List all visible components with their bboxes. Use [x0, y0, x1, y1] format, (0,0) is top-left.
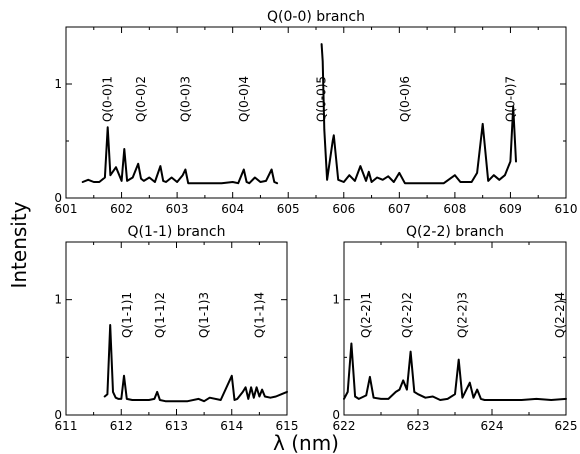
x-tick-label: 609	[499, 202, 522, 216]
y-tick-label: 0	[54, 191, 62, 205]
line-annotation: Q(2-2)3	[455, 292, 469, 338]
x-tick-label: 611	[55, 419, 78, 433]
line-annotation: Q(0-0)1	[101, 76, 115, 122]
x-tick-label: 625	[555, 419, 578, 433]
line-annotation: Q(1-1)2	[153, 292, 167, 338]
line-annotation: Q(1-1)4	[252, 292, 266, 338]
x-tick-label: 605	[277, 202, 300, 216]
spectrum-trace	[320, 43, 517, 185]
x-tick-label: 614	[220, 419, 243, 433]
panel-title: Q(2-2) branch	[406, 224, 504, 240]
line-annotation: Q(1-1)3	[197, 292, 211, 338]
x-tick-label: 612	[110, 419, 133, 433]
line-annotation: Q(2-2)2	[400, 292, 414, 338]
y-tick-label: 1	[54, 293, 62, 307]
y-tick-label: 0	[332, 408, 340, 422]
line-annotation: Q(0-0)3	[178, 76, 192, 122]
line-annotation: Q(0-0)6	[398, 76, 412, 122]
x-tick-label: 602	[110, 202, 133, 216]
x-tick-label: 615	[276, 419, 299, 433]
x-axis-label: λ (nm)	[273, 431, 339, 454]
x-tick-label: 604	[221, 202, 244, 216]
line-annotation: Q(0-0)4	[237, 76, 251, 122]
line-annotation: Q(2-2)4	[553, 292, 567, 338]
x-tick-label: 606	[332, 202, 355, 216]
x-tick-label: 607	[388, 202, 411, 216]
line-annotation: Q(0-0)2	[134, 76, 148, 122]
panel-q00: Q(0-0) branch 601 602 603 604 605 606 607 608 609…	[54, 9, 577, 216]
x-tick-label: 622	[333, 419, 356, 433]
x-tick-label: 610	[555, 202, 578, 216]
line-annotation: Q(2-2)1	[359, 292, 373, 338]
line-annotation: Q(0-0)7	[503, 76, 517, 122]
x-tick-label: 608	[443, 202, 466, 216]
x-tick-label: 601	[55, 202, 78, 216]
chart-panels: Q(0-0) branch 601 602 603 604 605 606 607 608 609…	[54, 9, 577, 433]
y-tick-label: 1	[332, 293, 340, 307]
line-annotation: Q(1-1)1	[120, 292, 134, 338]
x-tick-label: 624	[481, 419, 504, 433]
x-tick-label: 603	[166, 202, 189, 216]
spectrum-trace	[103, 324, 288, 403]
spectrum-trace	[343, 342, 567, 401]
y-axis-label: Intensity	[7, 201, 31, 288]
y-tick-label: 0	[54, 408, 62, 422]
line-annotation: Q(0-0)5	[315, 76, 329, 122]
y-tick-label: 1	[54, 77, 62, 91]
panel-q22: Q(2-2) branch 622 623 624 625 0 1 Q(2-2)1 Q(2-2)…	[332, 224, 577, 433]
spectrum-trace	[81, 126, 279, 185]
x-tick-label: 623	[407, 419, 430, 433]
panel-q11: Q(1-1) branch 611 612 613 614 615 0 1 Q(1-1)1 Q(1…	[54, 224, 298, 433]
panel-title: Q(1-1) branch	[128, 224, 226, 240]
x-tick-label: 613	[165, 419, 188, 433]
panel-title: Q(0-0) branch	[267, 9, 365, 25]
